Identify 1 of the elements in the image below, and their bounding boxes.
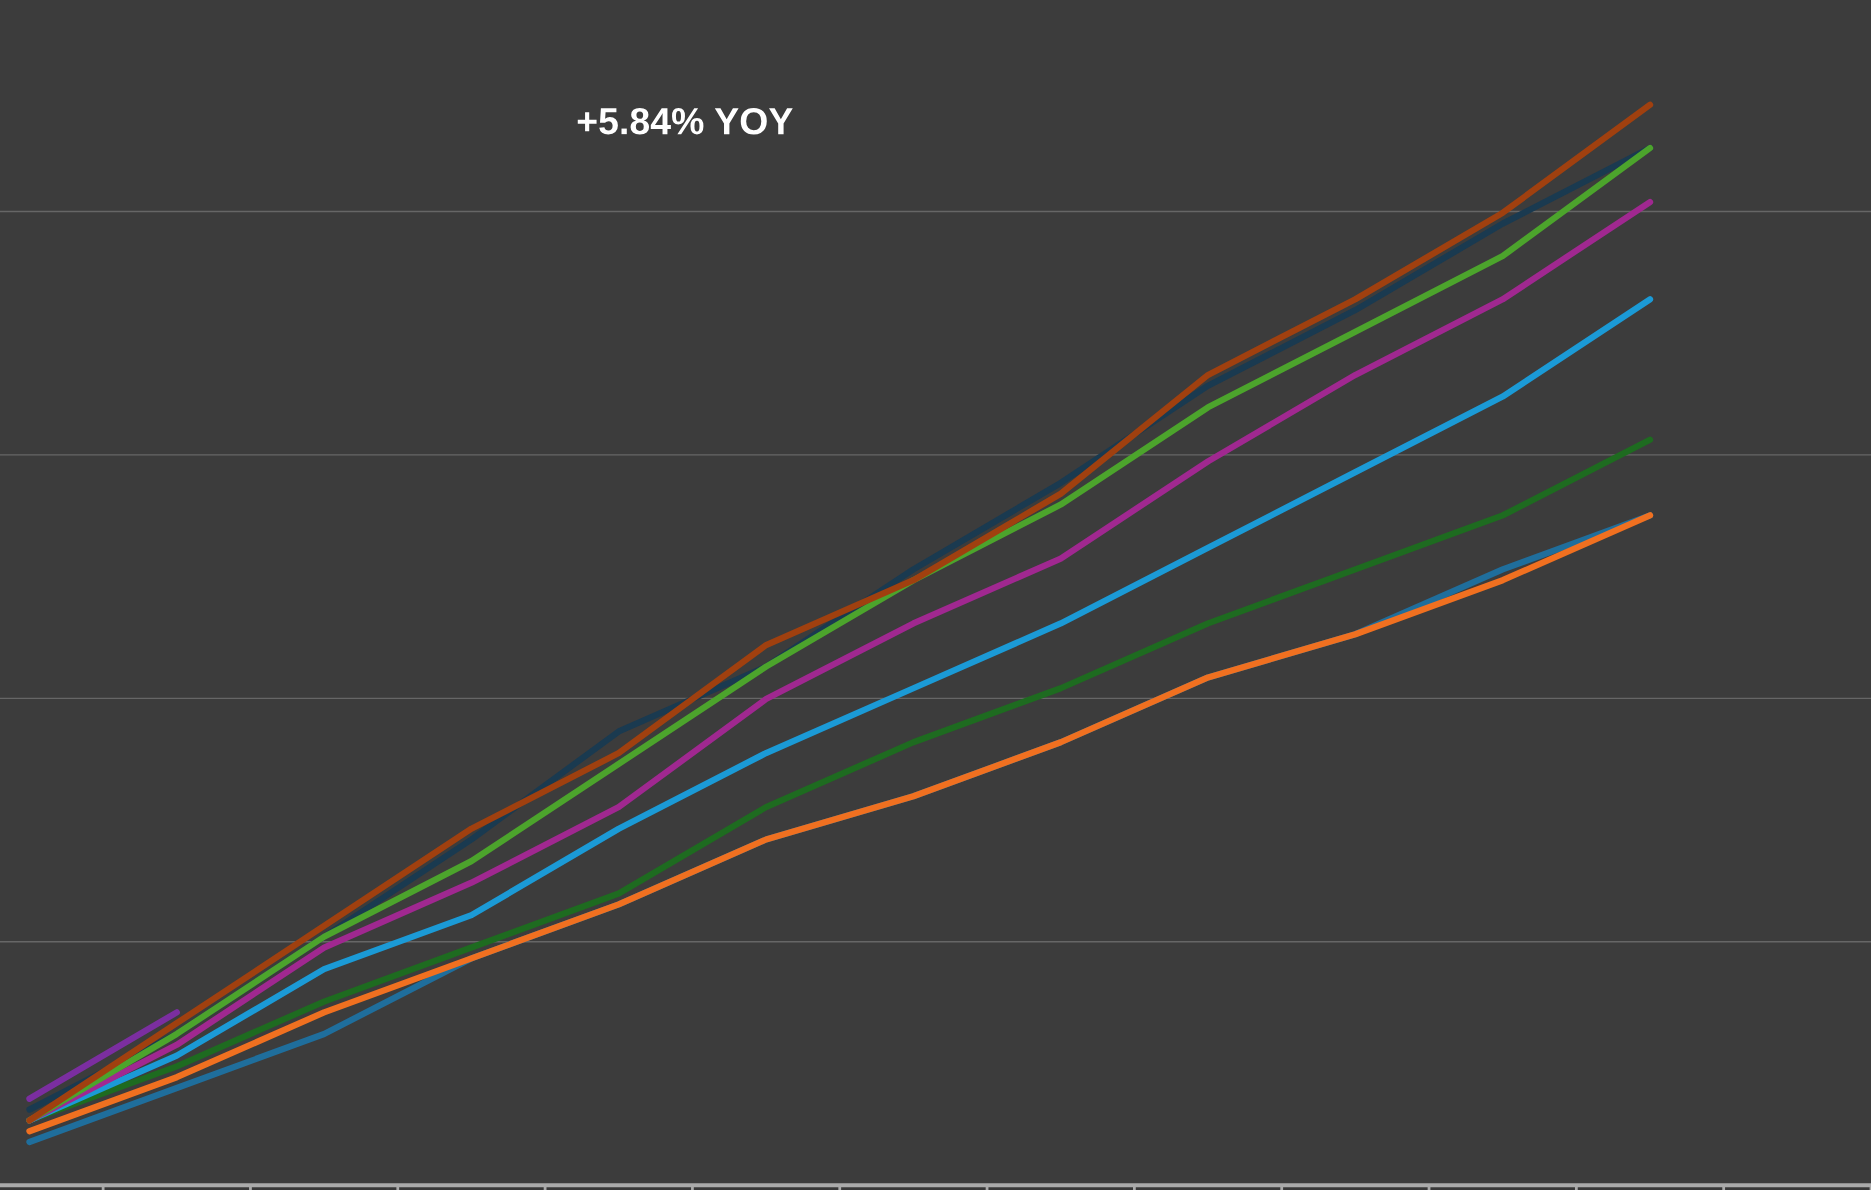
- annotation: +5.84% YOY: [577, 107, 793, 135]
